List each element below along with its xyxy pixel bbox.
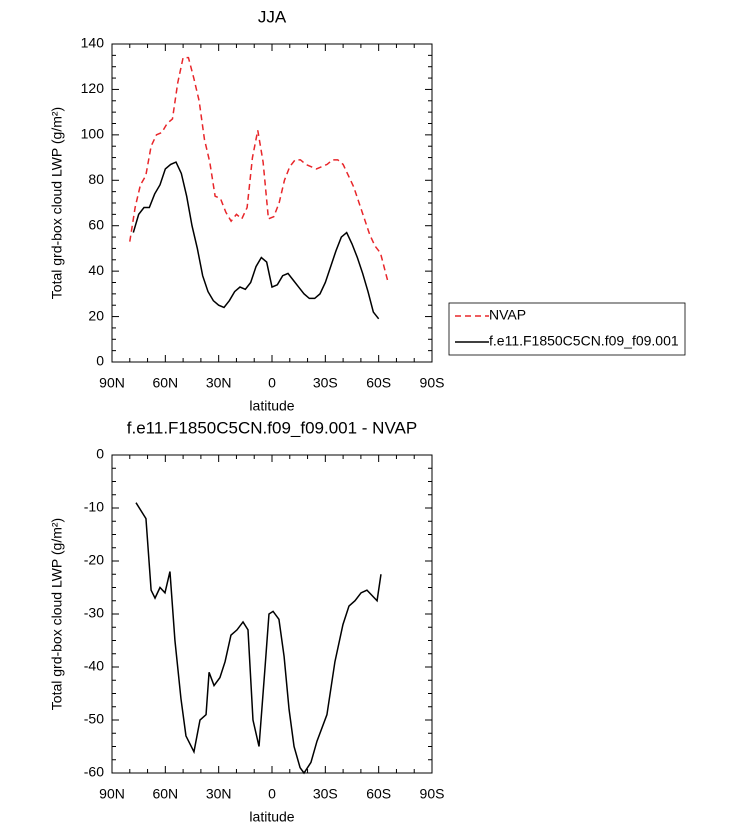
x-tick-label: 0: [268, 786, 276, 802]
y-tick-label: -50: [84, 711, 104, 727]
y-tick-label: 40: [88, 262, 104, 278]
x-tick-label: 90N: [99, 375, 125, 391]
y-tick-label: 120: [81, 80, 105, 96]
x-tick-label: 60N: [152, 375, 178, 391]
x-tick-label: 30N: [206, 786, 232, 802]
y-tick-label: 0: [96, 353, 104, 369]
x-tick-label: 0: [268, 375, 276, 391]
x-axis-label: latitude: [249, 398, 294, 414]
y-tick-label: -20: [84, 552, 104, 568]
y-tick-label: 100: [81, 126, 105, 142]
y-tick-label: 80: [88, 171, 104, 187]
y-tick-label: -10: [84, 499, 104, 515]
y-axis-label: Total grd-box cloud LWP (g/m²): [49, 518, 65, 710]
y-tick-label: 140: [81, 35, 105, 51]
y-tick-label: -60: [84, 764, 104, 780]
chart-title: f.e11.F1850C5CN.f09_f09.001 - NVAP: [127, 418, 417, 437]
x-tick-label: 90S: [420, 375, 445, 391]
legend-label: f.e11.F1850C5CN.f09_f09.001: [489, 333, 679, 349]
legend-label: NVAP: [489, 307, 526, 323]
legend-box: [448, 302, 686, 356]
y-tick-label: 60: [88, 216, 104, 232]
data-line: [135, 502, 382, 775]
x-tick-label: 30S: [313, 786, 338, 802]
data-line: [132, 161, 380, 320]
y-tick-label: -40: [84, 658, 104, 674]
x-tick-label: 60S: [366, 375, 391, 391]
x-tick-label: 30N: [206, 375, 232, 391]
plot-frame: [111, 454, 433, 774]
y-axis-label: Total grd-box cloud LWP (g/m²): [49, 107, 65, 299]
plot-frame: [111, 43, 433, 363]
x-tick-label: 30S: [313, 375, 338, 391]
y-tick-label: -30: [84, 605, 104, 621]
y-tick-label: 20: [88, 307, 104, 323]
x-tick-label: 90N: [99, 786, 125, 802]
y-tick-label: 0: [96, 446, 104, 462]
x-tick-label: 60N: [152, 786, 178, 802]
x-axis-label: latitude: [249, 809, 294, 825]
chart-title: JJA: [258, 7, 287, 26]
data-line: [129, 56, 389, 281]
x-tick-label: 90S: [420, 786, 445, 802]
x-tick-label: 60S: [366, 786, 391, 802]
